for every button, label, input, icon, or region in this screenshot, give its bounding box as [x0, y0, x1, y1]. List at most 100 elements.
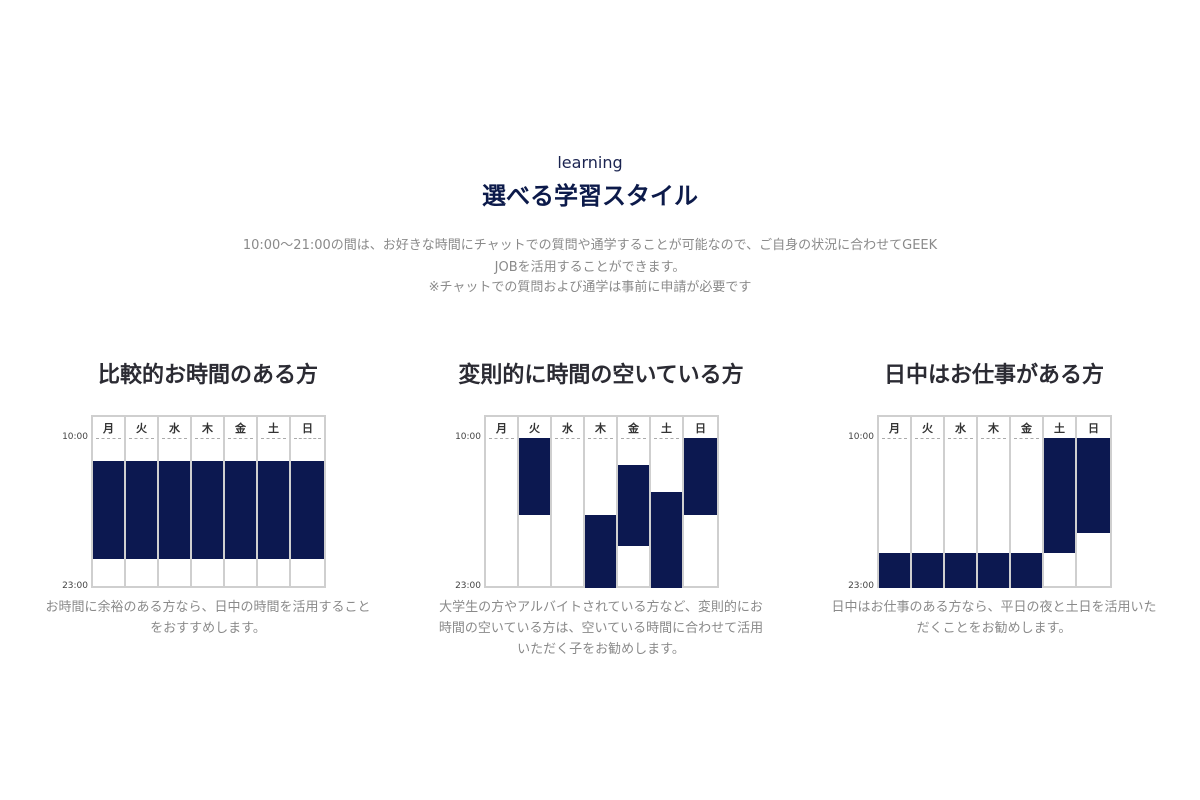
lead-text-line: 10:00〜21:00の間は、お好きな時間にチャットでの質問や通学することが可能…: [242, 238, 938, 253]
start-line: [195, 438, 220, 439]
day-label: 火: [136, 422, 147, 435]
start-line: [261, 438, 286, 439]
start-line: [96, 438, 121, 439]
start-line: [948, 438, 973, 439]
time-block: [585, 515, 616, 588]
day-column: 火: [519, 417, 552, 586]
day-column: 日: [291, 417, 324, 586]
start-line: [1014, 438, 1039, 439]
day-label: 木: [595, 422, 606, 435]
tick-label-start: 10:00: [848, 432, 874, 442]
time-block: [651, 492, 682, 588]
time-block: [1011, 553, 1042, 588]
day-column: 木: [192, 417, 225, 586]
day-label: 金: [235, 422, 246, 435]
day-label: 土: [268, 422, 279, 435]
start-line: [981, 438, 1006, 439]
day-label: 月: [496, 422, 507, 435]
day-label: 月: [103, 422, 114, 435]
day-column: 木: [585, 417, 618, 588]
day-label: 日: [302, 422, 313, 435]
schedule-chart: 月火水木金土日: [484, 415, 719, 588]
tick-label-start: 10:00: [62, 432, 88, 442]
chart-description-line: いただく子をお勧めします。: [517, 642, 685, 657]
day-column: 月: [486, 417, 519, 586]
schedule-chart: 月火水木金土日: [877, 415, 1112, 588]
chart-description-line: 大学生の方やアルバイトされている方など、変則的にお: [439, 600, 763, 615]
start-line: [555, 438, 580, 439]
lead-text-line: JOBを活用することができます。: [494, 260, 686, 275]
start-line: [489, 438, 514, 439]
tick-label-start: 10:00: [455, 432, 481, 442]
time-block: [912, 553, 943, 588]
start-line: [654, 438, 679, 439]
day-column: 木: [978, 417, 1011, 588]
time-block: [225, 461, 256, 560]
day-column: 金: [1011, 417, 1044, 588]
section-eyebrow: learning: [557, 153, 623, 172]
start-line: [915, 438, 940, 439]
time-block: [159, 461, 190, 560]
time-block: [1044, 438, 1075, 554]
day-label: 土: [1054, 422, 1065, 435]
time-block: [879, 553, 910, 588]
day-label: 水: [562, 422, 573, 435]
day-label: 木: [202, 422, 213, 435]
tick-label-end: 23:00: [62, 581, 88, 591]
start-line: [882, 438, 907, 439]
day-label: 日: [1088, 422, 1099, 435]
day-label: 金: [1021, 422, 1032, 435]
day-column: 金: [225, 417, 258, 586]
day-label: 金: [628, 422, 639, 435]
chart-title: 比較的お時間のある方: [97, 363, 318, 388]
chart-description-line: をおすすめします。: [150, 621, 266, 636]
time-block: [93, 461, 124, 560]
start-line: [228, 438, 253, 439]
start-line: [294, 438, 321, 439]
day-column: 土: [258, 417, 291, 586]
day-label: 水: [169, 422, 180, 435]
time-block: [291, 461, 324, 560]
day-label: 月: [889, 422, 900, 435]
day-label: 日: [695, 422, 706, 435]
day-column: 月: [879, 417, 912, 588]
day-column: 水: [552, 417, 585, 586]
day-label: 土: [661, 422, 672, 435]
lead-text-line: ※チャットでの質問および通学は事前に申請が必要です: [428, 280, 752, 295]
day-column: 火: [912, 417, 945, 588]
time-block: [192, 461, 223, 560]
tick-label-end: 23:00: [455, 581, 481, 591]
section-title: 選べる学習スタイル: [482, 182, 698, 210]
time-block: [684, 438, 717, 516]
day-column: 土: [651, 417, 684, 588]
chart-title: 変則的に時間の空いている方: [458, 363, 744, 388]
day-label: 水: [955, 422, 966, 435]
day-column: 月: [93, 417, 126, 586]
day-column: 日: [1077, 417, 1110, 586]
chart-description-line: 時間の空いている方は、空いている時間に合わせて活用: [438, 621, 764, 636]
day-column: 日: [684, 417, 717, 586]
start-line: [621, 438, 646, 439]
day-column: 火: [126, 417, 159, 586]
start-line: [129, 438, 154, 439]
chart-title: 日中はお仕事がある方: [883, 363, 1104, 388]
tick-label-end: 23:00: [848, 581, 874, 591]
day-label: 火: [922, 422, 933, 435]
time-block: [519, 438, 550, 516]
time-block: [126, 461, 157, 560]
start-line: [588, 438, 613, 439]
day-column: 金: [618, 417, 651, 586]
schedule-chart: 月火水木金土日: [91, 415, 326, 588]
chart-description-line: お時間に余裕のある方なら、日中の時間を活用すること: [45, 600, 371, 615]
chart-description-line: 日中はお仕事のある方なら、平日の夜と土日を活用いた: [831, 600, 1157, 615]
time-block: [945, 553, 976, 588]
day-label: 火: [529, 422, 540, 435]
start-line: [162, 438, 187, 439]
day-label: 木: [988, 422, 999, 435]
day-column: 水: [159, 417, 192, 586]
time-block: [258, 461, 289, 560]
chart-description-line: だくことをお勧めします。: [916, 621, 1072, 636]
time-block: [1077, 438, 1110, 533]
time-block: [618, 464, 649, 547]
time-block: [978, 553, 1009, 588]
